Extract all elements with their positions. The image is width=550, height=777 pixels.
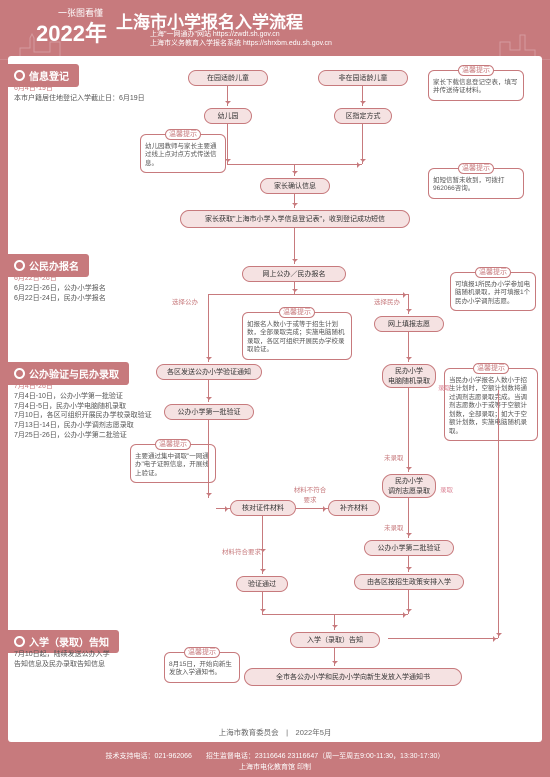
- arrow: [227, 86, 228, 106]
- tip-label: 温馨提示: [458, 163, 494, 174]
- arrow: [408, 388, 409, 472]
- arrow: [227, 124, 228, 164]
- tip-4: 温馨提示 如报名人数小于或等于招生计划数，全部录取完成；实施电脑随机录取，各区可…: [242, 312, 352, 360]
- arrow: [408, 498, 409, 538]
- tip-label: 温馨提示: [165, 129, 201, 140]
- tip-label: 温馨提示: [184, 647, 220, 658]
- node-supp: 补齐材料: [328, 500, 380, 516]
- tip-1: 温馨提示 幼儿园教师与家长主要通过线上点对点方式传送信息。: [140, 134, 226, 173]
- tip-label: 温馨提示: [279, 307, 315, 318]
- tip-5: 温馨提示 可填报1所民办小学参加电脑随机录取，并可填报1个民办小学调剂志愿。: [450, 272, 536, 311]
- org: 上海市教育委员会: [219, 728, 279, 737]
- lbl-notadm1: 未录取: [384, 452, 404, 462]
- arrow: [208, 420, 209, 498]
- info-verify: 7月4日-26日 7月4日-10日，公办小学第一批验证 7月4日-5日，民办小学…: [14, 382, 152, 441]
- fdate: 2022年5月: [296, 728, 332, 737]
- tip-text: 如短信暂未收到，可拨打962066咨询。: [433, 177, 505, 192]
- tip-text: 8月15日，开始向新生发放入学通知书。: [169, 661, 232, 676]
- lbl-pass: 材料符合要求: [222, 546, 261, 556]
- info-register: 6月4日-19日 本市户籍居住地登记入学截止日：6月19日: [14, 84, 145, 104]
- arrow: [208, 294, 209, 362]
- node-lottery: 民办小学 电脑随机录取: [382, 364, 436, 388]
- node-passed: 验证通过: [236, 576, 288, 592]
- arrow: [294, 228, 295, 264]
- node-batch1: 公办小学第一批验证: [164, 404, 254, 420]
- tip-2: 温馨提示 家长下载信息登记空表，填写并传送待证材料。: [428, 70, 524, 101]
- tip-6: 温馨提示 当民办小学报名人数小于招生计划时，空额计划数将通过调剂志愿录取完成。当…: [444, 368, 538, 441]
- tip-text: 家长下载信息登记空表，填写并传送待证材料。: [433, 79, 518, 94]
- arrow: [362, 124, 363, 164]
- line: [408, 590, 409, 614]
- flowchart-canvas: 信息登记 6月4日-19日 本市户籍居住地登记入学截止日：6月19日 公民办报名…: [8, 56, 542, 742]
- footer-print: 上海市电化教育馆 印制: [0, 763, 550, 774]
- line: [208, 294, 408, 295]
- line: [388, 638, 498, 639]
- header: 一张图看懂 2022年 上海市小学报名入学流程 上海"一网通办"网站 https…: [0, 0, 550, 56]
- line: [498, 390, 499, 638]
- info-notice: 7月10日起，陆续发送公办入学 告知信息及民办录取告知信息: [14, 650, 114, 670]
- node-apply: 网上公办／民办报名: [242, 266, 346, 282]
- arrow: [334, 648, 335, 666]
- node-pubnotice: 各区发送公办小学验证通知: [156, 364, 262, 380]
- line: [294, 282, 295, 294]
- tip-text: 如报名人数小于或等于招生计划数，全部录取完成；实施电脑随机录取，各区可组织开展民…: [247, 321, 345, 353]
- arrow: [408, 332, 409, 362]
- tip-7: 温馨提示 主要通过集中调取"一网通办"电子证照信息，开展线上验证。: [130, 444, 216, 483]
- node-kg: 幼儿园: [204, 108, 252, 124]
- node-wish: 网上填报志愿: [374, 316, 444, 332]
- node-batch2: 公办小学第二批验证: [364, 540, 454, 556]
- arrow: [262, 554, 263, 574]
- arrow: [208, 380, 209, 402]
- tip-label: 温馨提示: [458, 65, 494, 76]
- tip-text: 当民办小学报名人数小于招生计划时，空额计划数将通过调剂志愿录取完成。当调剂志愿数…: [449, 377, 527, 435]
- arrow: [362, 86, 363, 106]
- node-adjust: 民办小学 调剂志愿录取: [382, 474, 436, 498]
- node-letter: 全市各公办小学和民办小学向新生发放入学通知书: [244, 668, 462, 686]
- node-form: 家长获取"上海市小学入学信息登记表"，收到登记成功短信: [180, 210, 410, 228]
- info-apply: 6月22日-26日 6月22日-26日，公办小学报名 6月22日-24日，民办小…: [14, 274, 106, 303]
- node-district: 区指定方式: [334, 108, 392, 124]
- arrow: [408, 556, 409, 572]
- info-4: 7月10日起，陆续发送公办入学 告知信息及民办录取告知信息: [14, 650, 114, 670]
- lbl-notadm2: 未录取: [384, 522, 404, 532]
- arrow: [294, 164, 295, 176]
- tip-label: 温馨提示: [475, 267, 511, 278]
- lbl-public: 选择公办: [172, 296, 198, 306]
- node-confirm: 家长确认信息: [260, 178, 330, 194]
- arrow: [216, 508, 230, 509]
- line: [262, 614, 408, 615]
- arrow: [408, 294, 409, 314]
- lbl-adm2: 录取: [440, 484, 453, 494]
- tip-text: 可填报1所民办小学参加电脑随机录取，并可填报1个民办小学调剂志愿。: [455, 281, 530, 305]
- issuer: 上海市教育委员会 | 2022年5月: [8, 727, 542, 738]
- node-kinder: 在园适龄儿童: [188, 70, 268, 86]
- footer: 技术支持电话：021-962066 招生监督电话：23116646 231166…: [0, 748, 550, 777]
- tip-8: 温馨提示 8月15日，开始向新生发放入学通知书。: [164, 652, 240, 683]
- lbl-fail: 材料不符合要求: [292, 484, 328, 504]
- line: [262, 592, 263, 614]
- tip-label: 温馨提示: [473, 363, 509, 374]
- info-2: 6月22日-26日，公办小学报名 6月22日-24日，民办小学报名: [14, 284, 106, 304]
- lbl-adm1: 录取: [438, 382, 451, 392]
- node-nonkinder: 非在园适龄儿童: [318, 70, 408, 86]
- arrow: [296, 508, 328, 509]
- tip-text: 幼儿园教师与家长主要通过线上点对点方式传送信息。: [145, 143, 217, 167]
- footer-tel: 技术支持电话：021-962066 招生监督电话：23116646 231166…: [0, 752, 550, 763]
- node-notice: 入学（录取）告知: [290, 632, 380, 648]
- node-policy: 由各区按招生政策安排入学: [354, 574, 464, 590]
- line: [262, 516, 263, 554]
- tip-label: 温馨提示: [155, 439, 191, 450]
- node-check: 核对证件材料: [230, 500, 296, 516]
- arrow: [294, 194, 295, 208]
- lbl-private: 选择民办: [374, 296, 400, 306]
- info-1: 本市户籍居住地登记入学截止日：6月19日: [14, 94, 145, 104]
- date-3: 7月4日-26日: [14, 382, 152, 392]
- tip-text: 主要通过集中调取"一网通办"电子证照信息，开展线上验证。: [135, 453, 209, 477]
- arrow: [334, 614, 335, 630]
- date-1: 6月4日-19日: [14, 84, 145, 94]
- tip-3: 温馨提示 如短信暂未收到，可拨打962066咨询。: [428, 168, 524, 199]
- info-3: 7月4日-10日，公办小学第一批验证 7月4日-5日，民办小学电脑随机录取 7月…: [14, 392, 152, 441]
- date-2: 6月22日-26日: [14, 274, 106, 284]
